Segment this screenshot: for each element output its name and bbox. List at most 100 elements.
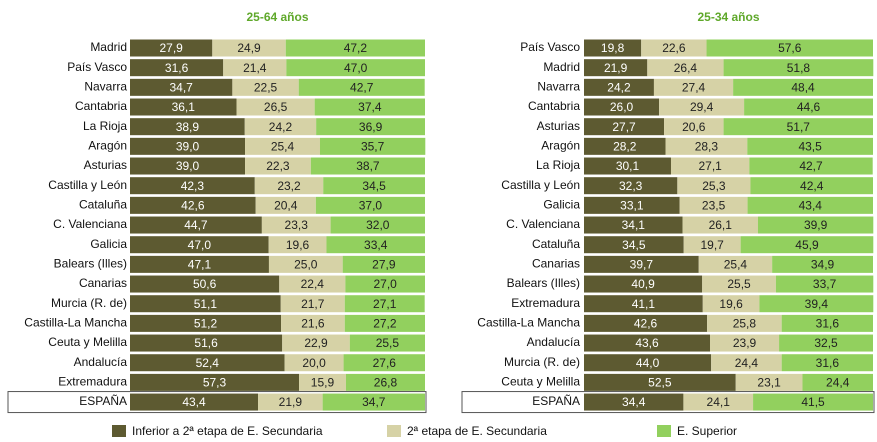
category-label: La Rioja bbox=[83, 119, 127, 133]
bar-segment bbox=[647, 59, 724, 77]
category-label: Balears (Illes) bbox=[507, 276, 580, 290]
bar-segment bbox=[735, 373, 803, 391]
bar-segment bbox=[130, 236, 269, 254]
value-label: 43,5 bbox=[798, 140, 822, 154]
bar-segment bbox=[342, 255, 425, 273]
category-label: Madrid bbox=[90, 40, 127, 54]
bar-segment bbox=[130, 255, 269, 273]
value-label: 24,1 bbox=[707, 395, 731, 409]
value-label: 24,2 bbox=[269, 120, 293, 134]
category-label: Castilla y León bbox=[48, 178, 127, 192]
value-label: 29,4 bbox=[690, 100, 714, 114]
bar-segment bbox=[584, 314, 708, 332]
bar-segment bbox=[670, 157, 750, 175]
bar-segment bbox=[653, 78, 734, 96]
bar-segment bbox=[584, 137, 666, 155]
category-label: La Rioja bbox=[536, 158, 580, 172]
value-label: 45,9 bbox=[795, 238, 819, 252]
bar-segment bbox=[130, 137, 246, 155]
value-label: 22,3 bbox=[266, 159, 290, 173]
bar-segment bbox=[584, 354, 712, 372]
bar-segment bbox=[707, 314, 782, 332]
value-label: 27,9 bbox=[372, 258, 396, 272]
value-label: 24,2 bbox=[607, 81, 631, 95]
value-label: 32,0 bbox=[366, 218, 390, 232]
value-label: 36,9 bbox=[359, 120, 383, 134]
bar-segment bbox=[584, 196, 680, 214]
category-label: Asturias bbox=[537, 119, 580, 133]
value-label: 42,6 bbox=[634, 317, 658, 331]
category-label: Canarias bbox=[532, 257, 580, 271]
bar-segment bbox=[322, 393, 425, 411]
value-label: 21,7 bbox=[301, 297, 325, 311]
bar-segment bbox=[261, 216, 331, 234]
bar-segment bbox=[130, 393, 259, 411]
value-label: 19,6 bbox=[286, 238, 310, 252]
value-label: 26,5 bbox=[264, 100, 288, 114]
bar-segment bbox=[584, 295, 703, 313]
value-label: 40,9 bbox=[631, 277, 655, 291]
category-label: Canarias bbox=[79, 276, 127, 290]
bar-segment bbox=[258, 393, 323, 411]
bar-segment bbox=[280, 295, 345, 313]
bar-segment bbox=[584, 275, 703, 293]
bar-segment bbox=[323, 177, 425, 195]
value-label: 44,0 bbox=[636, 356, 660, 370]
bar-segment bbox=[759, 295, 874, 313]
value-label: 23,5 bbox=[702, 199, 726, 213]
bar-segment bbox=[781, 314, 873, 332]
bar-segment bbox=[781, 354, 873, 372]
value-label: 34,4 bbox=[622, 395, 646, 409]
bar-segment bbox=[130, 275, 280, 293]
value-label: 25,8 bbox=[733, 317, 757, 331]
value-label: 33,1 bbox=[620, 199, 644, 213]
value-label: 25,3 bbox=[702, 179, 726, 193]
category-label: Cataluña bbox=[79, 198, 127, 212]
category-label: Galicia bbox=[90, 237, 127, 251]
value-label: 31,6 bbox=[816, 317, 840, 331]
category-label: Cantabria bbox=[75, 99, 127, 113]
bar-segment bbox=[659, 98, 745, 116]
value-label: 19,7 bbox=[700, 238, 724, 252]
bar-segment bbox=[584, 39, 642, 57]
value-label: 47,2 bbox=[344, 41, 368, 55]
chart-title: 25-64 años bbox=[246, 10, 308, 24]
value-label: 22,4 bbox=[301, 277, 325, 291]
value-label: 32,3 bbox=[619, 179, 643, 193]
bar-segment bbox=[130, 334, 283, 352]
bar-segment bbox=[747, 137, 873, 155]
bar-segment bbox=[130, 59, 224, 77]
bar-segment bbox=[130, 177, 255, 195]
bar-segment bbox=[584, 393, 684, 411]
value-label: 27,1 bbox=[373, 297, 397, 311]
value-label: 27,0 bbox=[373, 277, 397, 291]
bar-segment bbox=[344, 295, 425, 313]
bar-segment bbox=[711, 354, 782, 372]
value-label: 51,1 bbox=[194, 297, 218, 311]
legend-label: 2ª etapa de E. Secundaria bbox=[407, 424, 547, 438]
bar-segment bbox=[285, 39, 425, 57]
value-label: 51,7 bbox=[787, 120, 811, 134]
value-label: 34,1 bbox=[622, 218, 646, 232]
value-label: 27,2 bbox=[373, 317, 397, 331]
value-label: 25,5 bbox=[727, 277, 751, 291]
bar-segment bbox=[664, 118, 724, 136]
bar-segment bbox=[665, 137, 748, 155]
value-label: 31,6 bbox=[816, 356, 840, 370]
bar-segment bbox=[130, 39, 213, 57]
value-label: 47,0 bbox=[188, 238, 212, 252]
value-label: 28,2 bbox=[613, 140, 637, 154]
value-label: 34,7 bbox=[362, 395, 386, 409]
bar-segment bbox=[299, 373, 346, 391]
bar-segment bbox=[130, 98, 237, 116]
bar-segment bbox=[584, 157, 671, 175]
bar-segment bbox=[330, 216, 425, 234]
category-label: Extremadura bbox=[511, 296, 580, 310]
value-label: 42,4 bbox=[800, 179, 824, 193]
category-label: Cataluña bbox=[532, 237, 580, 251]
category-label: Cantabria bbox=[528, 99, 580, 113]
value-label: 52,5 bbox=[648, 376, 672, 390]
value-label: 57,3 bbox=[203, 376, 227, 390]
category-label: C. Valenciana bbox=[506, 217, 580, 231]
bar-segment bbox=[584, 177, 678, 195]
